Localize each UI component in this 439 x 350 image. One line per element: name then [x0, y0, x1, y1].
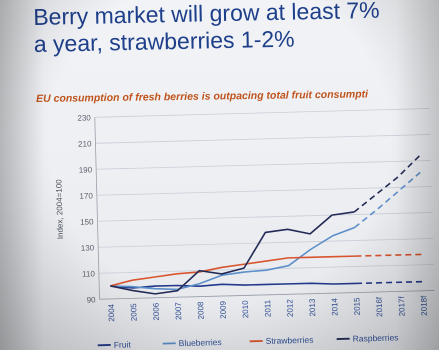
- gridline: [98, 238, 434, 248]
- legend-label-strawberries: Strawberries: [266, 335, 314, 346]
- x-tick-label: 2013: [308, 298, 317, 317]
- gridline: [96, 186, 432, 196]
- chart-plot-group: 90 110 130 150 170 190 210 230 Index, 2004=100 20…: [54, 108, 435, 350]
- x-tick-label: 2004: [107, 303, 116, 322]
- y-tick-label: 150: [80, 217, 94, 226]
- x-tick-label: 2009: [218, 300, 227, 319]
- gridline: [95, 134, 431, 144]
- y-tick-label: 170: [79, 191, 93, 200]
- y-axis: [94, 117, 100, 300]
- y-tick-label: 210: [78, 139, 92, 148]
- series-line-blueberries: [110, 226, 355, 291]
- gridline: [97, 212, 433, 222]
- x-tick-label: 2017f: [397, 295, 407, 316]
- legend-label-blueberries: Blueberries: [179, 337, 222, 348]
- y-tick-label: 230: [77, 113, 91, 122]
- y-tick-label: 110: [82, 269, 96, 278]
- gridline: [96, 160, 432, 170]
- x-tick-label: 2011: [263, 299, 272, 317]
- series-forecast-line-raspberries: [353, 155, 421, 213]
- x-tick-label: 2014: [330, 297, 339, 316]
- x-tick-label: 2005: [129, 303, 138, 322]
- x-tick-label: 2015: [352, 297, 361, 316]
- y-tick-label: 190: [79, 165, 93, 174]
- x-tick-label: 2007: [174, 302, 183, 321]
- x-tick-label: 2012: [285, 299, 294, 318]
- x-axis: [99, 290, 435, 300]
- gridline: [94, 108, 430, 118]
- legend-label-fruit: Fruit: [114, 339, 132, 349]
- series-forecast-line-fruit: [356, 280, 424, 285]
- y-axis-label: Index, 2004=100: [54, 179, 65, 240]
- series-line-fruit: [110, 282, 357, 289]
- series-forecast-line-blueberries: [354, 171, 421, 229]
- series-line-raspberries: [110, 211, 355, 295]
- x-tick-label: 2010: [241, 300, 250, 319]
- series-line-strawberries: [110, 255, 356, 287]
- legend-label-raspberries: Raspberries: [353, 332, 399, 343]
- y-tick-label: 130: [81, 243, 95, 252]
- x-tick-label: 2006: [151, 302, 160, 321]
- y-tick-label: 90: [87, 295, 97, 304]
- gridline: [98, 264, 434, 274]
- series-forecast-line-strawberries: [355, 253, 423, 257]
- x-tick-label: 2018f: [419, 295, 429, 316]
- x-tick-label: 2016f: [375, 296, 385, 317]
- x-tick-label: 2008: [196, 301, 205, 320]
